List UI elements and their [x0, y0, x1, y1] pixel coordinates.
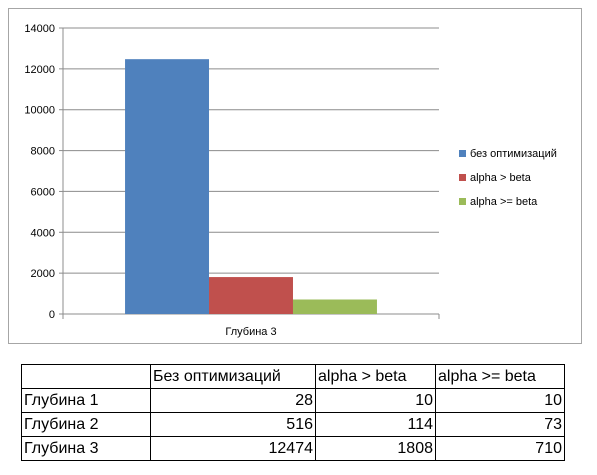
chart-frame: 0 2000 4000 6000 8000 10000 12000 14000 Глубина … [8, 8, 582, 344]
y-tick-label: 12000 [24, 64, 55, 76]
table-row-label: Глубина 3 [21, 436, 151, 461]
table-header-alpha-ge-beta: alpha >= beta [435, 364, 565, 389]
table-cell: 516 [150, 412, 316, 437]
table-row-label: Глубина 1 [21, 388, 151, 413]
table-header-corner [21, 364, 151, 389]
y-tick-label: 10000 [24, 105, 55, 117]
table-cell: 28 [150, 388, 316, 413]
table-cell: 10 [435, 388, 565, 413]
table-row: Глубина 2 516 114 73 [21, 412, 565, 437]
legend-label: alpha > beta [470, 172, 532, 184]
table-cell: 73 [435, 412, 565, 437]
legend-swatch [459, 174, 466, 181]
table-cell: 710 [435, 436, 565, 461]
table-header-no-optimizations: Без оптимизаций [150, 364, 316, 389]
bar-1 [125, 59, 210, 315]
y-tick-label: 14000 [24, 23, 55, 35]
legend-label: alpha >= beta [470, 196, 538, 208]
y-tick-label: 4000 [31, 227, 55, 239]
bar-3 [292, 299, 377, 314]
y-tick-label: 0 [49, 309, 55, 321]
table-header-row: Без оптимизаций alpha > beta alpha >= be… [21, 364, 565, 389]
bar-chart: 0 2000 4000 6000 8000 10000 12000 14000 Глубина … [24, 23, 557, 338]
y-tick-label: 6000 [31, 186, 55, 198]
legend-swatch [459, 198, 466, 205]
table-header-alpha-gt-beta: alpha > beta [315, 364, 436, 389]
table-cell: 10 [315, 388, 436, 413]
table-cell: 1808 [315, 436, 436, 461]
legend-swatch [459, 150, 466, 157]
x-tick-label: Глубина 3 [225, 326, 276, 338]
data-table: Без оптимизаций alpha > beta alpha >= be… [21, 364, 565, 461]
table-cell: 12474 [150, 436, 316, 461]
bar-2 [209, 277, 293, 314]
table-row: Глубина 3 12474 1808 710 [21, 436, 565, 461]
y-tick-label: 2000 [31, 268, 55, 280]
table-cell: 114 [315, 412, 436, 437]
legend-label: без оптимизаций [470, 148, 557, 160]
y-tick-label: 8000 [31, 146, 55, 158]
table-row-label: Глубина 2 [21, 412, 151, 437]
table-row: Глубина 1 28 10 10 [21, 388, 565, 413]
